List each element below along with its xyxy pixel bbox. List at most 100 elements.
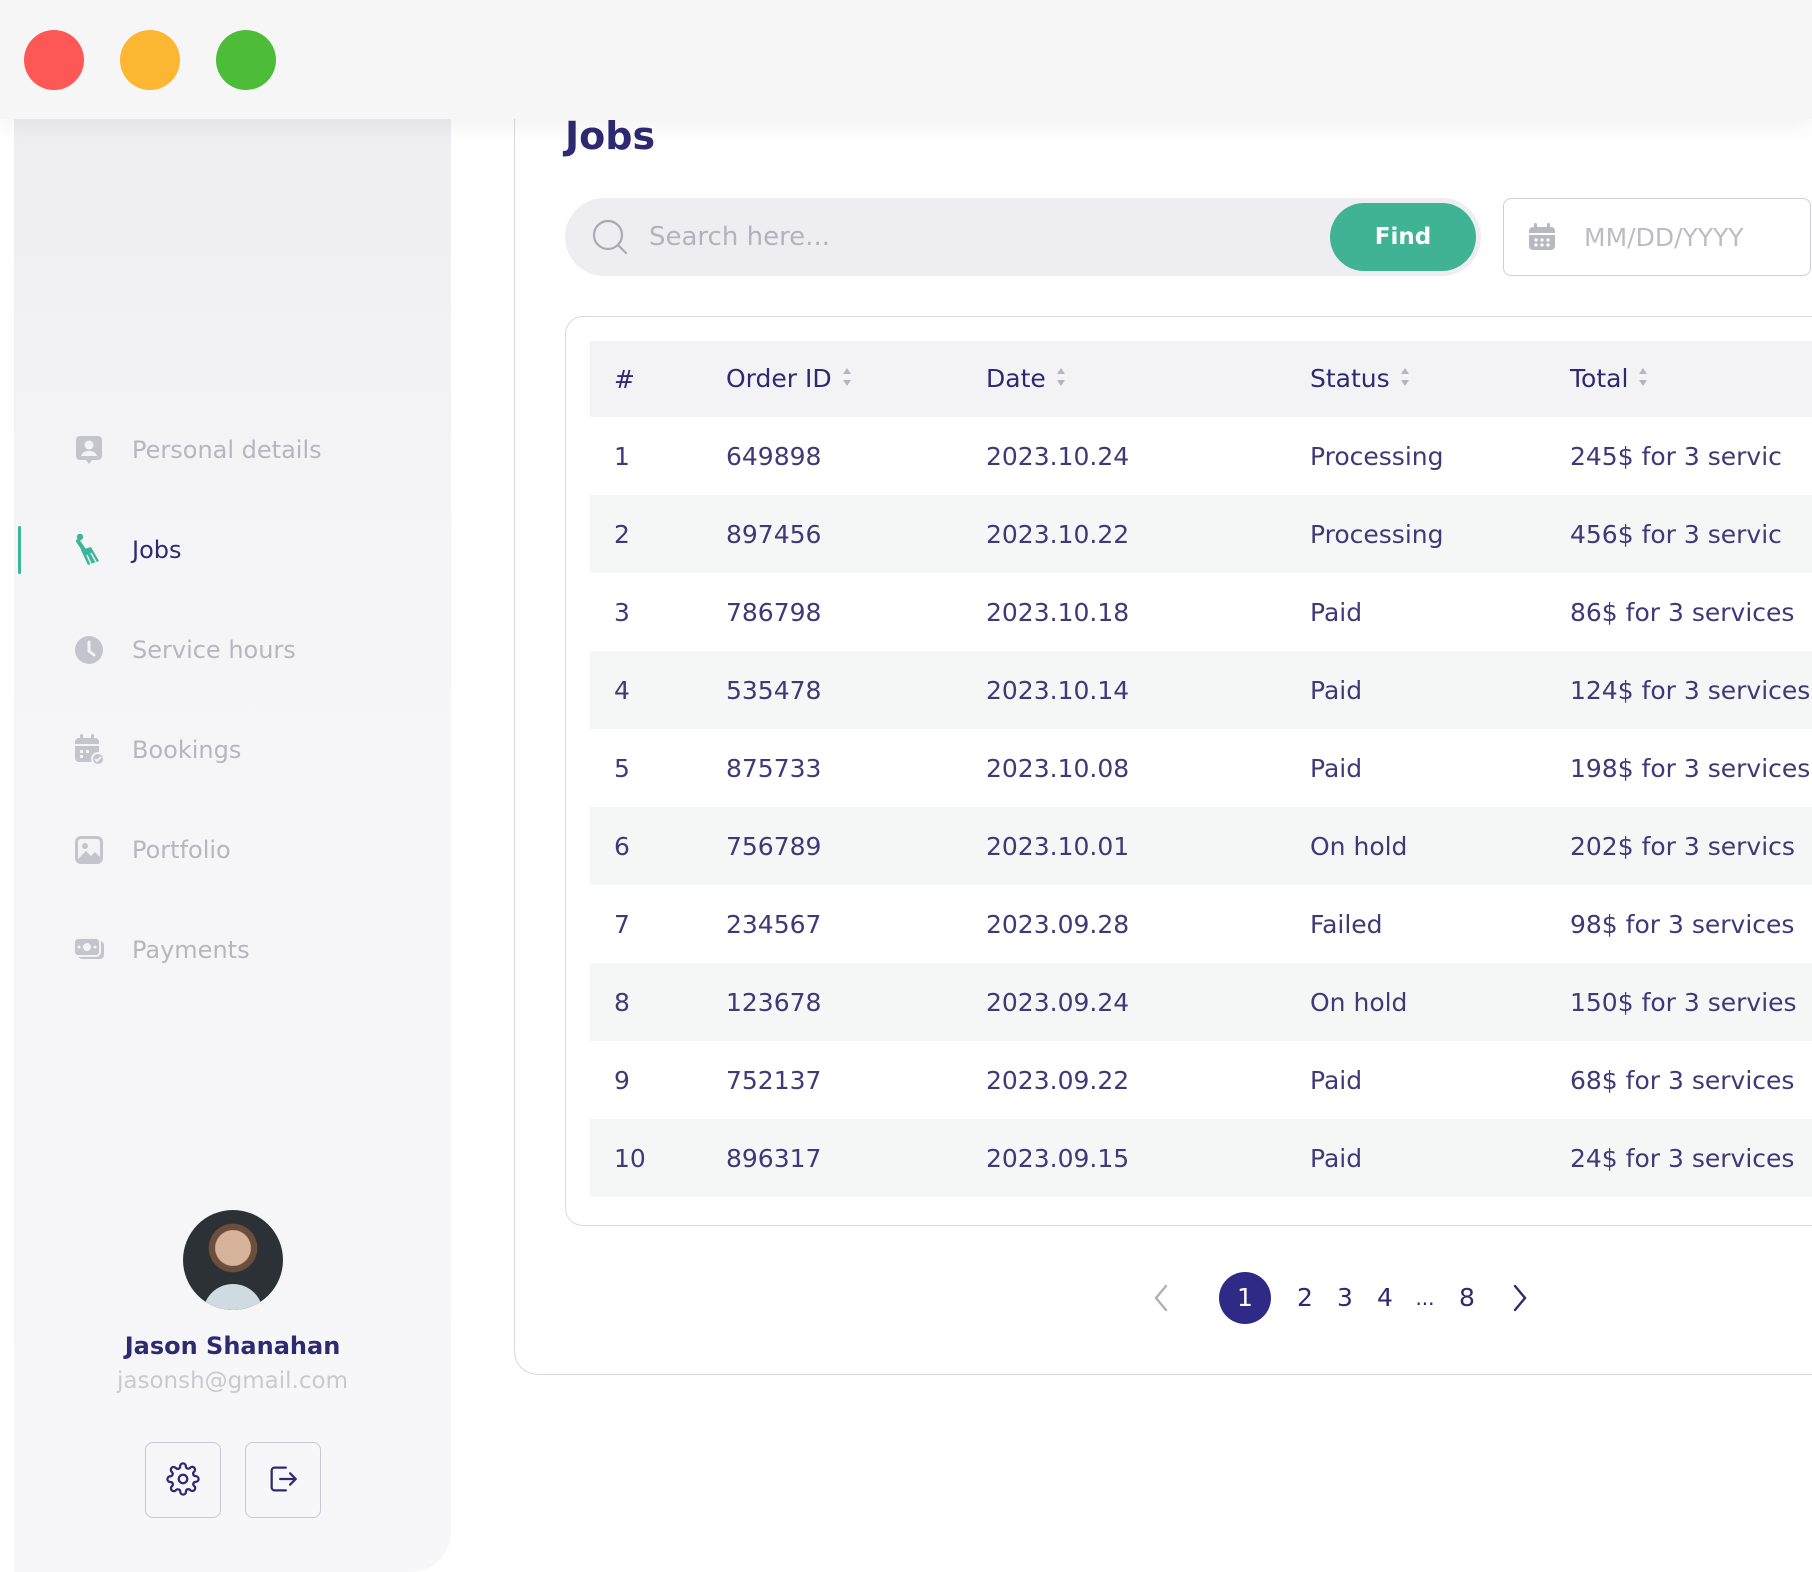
- table-row[interactable]: 5 875733 2023.10.08 Paid 198$ for 3 serv…: [590, 729, 1812, 807]
- cell-date: 2023.10.01: [986, 831, 1130, 861]
- cell-status: Failed: [1310, 909, 1383, 939]
- cell-number: 7: [614, 909, 630, 939]
- search-bar: Find: [565, 198, 1481, 276]
- cell-date: 2023.10.14: [986, 675, 1130, 705]
- sidebar-item-label: Jobs: [132, 536, 182, 564]
- table-row[interactable]: 10 896317 2023.09.15 Paid 24$ for 3 serv…: [590, 1119, 1812, 1197]
- table-row[interactable]: 9 752137 2023.09.22 Paid 68$ for 3 servi…: [590, 1041, 1812, 1119]
- cell-order-id: 896317: [726, 1143, 822, 1173]
- page-button-2[interactable]: 2: [1297, 1283, 1313, 1312]
- chevron-left-icon[interactable]: [1151, 1282, 1171, 1318]
- cell-number: 9: [614, 1065, 630, 1095]
- date-filter[interactable]: [1503, 198, 1811, 276]
- sort-icon[interactable]: [1638, 365, 1648, 394]
- page-ellipsis: ...: [1415, 1286, 1435, 1310]
- sort-icon[interactable]: [842, 365, 852, 394]
- search-icon: [591, 218, 629, 256]
- sidebar-item-jobs[interactable]: Jobs: [14, 500, 451, 600]
- column-header-number: #: [614, 364, 635, 394]
- user-profile: Jason Shanahan jasonsh@gmail.com: [14, 1210, 451, 1518]
- table-row[interactable]: 4 535478 2023.10.14 Paid 124$ for 3 serv…: [590, 651, 1812, 729]
- cell-total: 245$ for 3 servic: [1570, 441, 1782, 471]
- cell-status: Paid: [1310, 1143, 1363, 1173]
- cell-date: 2023.09.22: [986, 1065, 1130, 1095]
- cell-number: 2: [614, 519, 630, 549]
- cell-number: 10: [614, 1143, 646, 1173]
- date-input[interactable]: [1584, 222, 1784, 252]
- sidebar-item-service-hours[interactable]: Service hours: [14, 600, 451, 700]
- cell-status: Paid: [1310, 675, 1363, 705]
- table-row[interactable]: 1 649898 2023.10.24 Processing 245$ for …: [590, 417, 1812, 495]
- column-header-date[interactable]: Date: [986, 341, 1310, 417]
- page-button-3[interactable]: 3: [1337, 1283, 1353, 1312]
- cell-number: 6: [614, 831, 630, 861]
- sidebar-item-payments[interactable]: Payments: [14, 900, 451, 1000]
- sort-icon[interactable]: [1056, 365, 1066, 394]
- find-button[interactable]: Find: [1330, 203, 1476, 271]
- cell-order-id: 756789: [726, 831, 822, 861]
- cell-order-id: 123678: [726, 987, 822, 1017]
- sidebar-nav: Personal details Jobs Service hours Book…: [14, 400, 451, 1000]
- cell-status: Paid: [1310, 597, 1363, 627]
- logout-button[interactable]: [244, 1442, 321, 1518]
- cell-date: 2023.10.08: [986, 753, 1130, 783]
- cell-order-id: 786798: [726, 597, 822, 627]
- cell-number: 8: [614, 987, 630, 1017]
- clock-icon: [72, 633, 106, 667]
- table-row[interactable]: 3 786798 2023.10.18 Paid 86$ for 3 servi…: [590, 573, 1812, 651]
- page-button-8[interactable]: 8: [1459, 1283, 1475, 1312]
- cell-date: 2023.10.24: [986, 441, 1130, 471]
- sidebar-item-bookings[interactable]: Bookings: [14, 700, 451, 800]
- gear-icon: [165, 1461, 200, 1499]
- window-maximize-button[interactable]: [216, 30, 276, 90]
- cell-order-id: 535478: [726, 675, 822, 705]
- cell-status: On hold: [1310, 831, 1408, 861]
- page-button-1[interactable]: 1: [1219, 1272, 1271, 1324]
- sidebar-item-label: Bookings: [132, 736, 242, 764]
- cell-number: 1: [614, 441, 630, 471]
- cell-status: Paid: [1310, 753, 1363, 783]
- person-card-icon: [72, 433, 106, 467]
- cell-total: 98$ for 3 services: [1570, 909, 1795, 939]
- chevron-right-icon[interactable]: [1510, 1282, 1530, 1318]
- calendar-check-icon: [72, 733, 106, 767]
- table-row[interactable]: 7 234567 2023.09.28 Failed 98$ for 3 ser…: [590, 885, 1812, 963]
- search-input[interactable]: [649, 222, 1289, 252]
- window-minimize-button[interactable]: [120, 30, 180, 90]
- page-button-4[interactable]: 4: [1377, 1283, 1393, 1312]
- profile-name: Jason Shanahan: [124, 1332, 341, 1360]
- cell-order-id: 234567: [726, 909, 822, 939]
- cell-order-id: 649898: [726, 441, 822, 471]
- cell-total: 150$ for 3 servies: [1570, 987, 1797, 1017]
- column-header-order-id[interactable]: Order ID: [726, 341, 986, 417]
- table-row[interactable]: 8 123678 2023.09.24 On hold 150$ for 3 s…: [590, 963, 1812, 1041]
- cell-total: 24$ for 3 services: [1570, 1143, 1795, 1173]
- logout-icon: [266, 1462, 300, 1499]
- cell-order-id: 875733: [726, 753, 822, 783]
- cell-order-id: 897456: [726, 519, 822, 549]
- avatar[interactable]: [182, 1210, 283, 1310]
- window-titlebar: [0, 0, 1812, 119]
- sort-icon[interactable]: [1400, 365, 1410, 394]
- cell-number: 5: [614, 753, 630, 783]
- profile-email: jasonsh@gmail.com: [117, 1368, 348, 1394]
- cell-number: 4: [614, 675, 630, 705]
- sidebar-item-label: Portfolio: [132, 836, 231, 864]
- settings-button[interactable]: [144, 1442, 221, 1518]
- calendar-icon: [1526, 221, 1558, 253]
- table-row[interactable]: 2 897456 2023.10.22 Processing 456$ for …: [590, 495, 1812, 573]
- sidebar-item-personal-details[interactable]: Personal details: [14, 400, 451, 500]
- window-close-button[interactable]: [24, 30, 84, 90]
- cell-status: Paid: [1310, 1065, 1363, 1095]
- column-header-status[interactable]: Status: [1310, 341, 1570, 417]
- jobs-table: # Order ID Date Status Total 1 649898 20…: [590, 341, 1812, 1197]
- sidebar-item-portfolio[interactable]: Portfolio: [14, 800, 451, 900]
- column-header-total[interactable]: Total: [1570, 341, 1812, 417]
- page-title: Jobs: [565, 114, 656, 158]
- sidebar: Personal details Jobs Service hours Book…: [14, 100, 451, 1572]
- table-row[interactable]: 6 756789 2023.10.01 On hold 202$ for 3 s…: [590, 807, 1812, 885]
- profile-actions: [14, 1442, 451, 1518]
- cash-icon: [72, 933, 106, 967]
- cell-total: 202$ for 3 servics: [1570, 831, 1795, 861]
- cell-date: 2023.10.22: [986, 519, 1130, 549]
